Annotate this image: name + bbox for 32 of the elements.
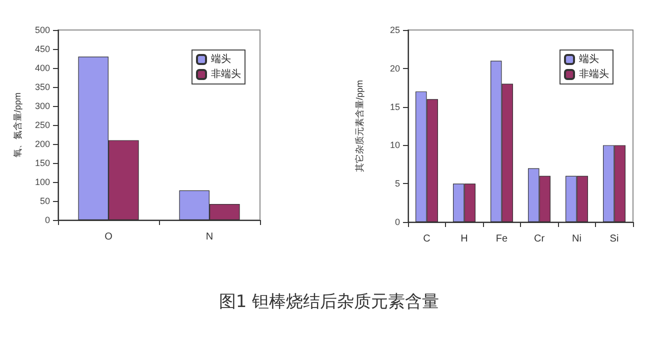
y-tick-label: 100 bbox=[34, 177, 50, 187]
x-tick-label: Si bbox=[610, 234, 619, 244]
x-tick-label: N bbox=[206, 232, 214, 242]
y-axis-title: 氧、氮含量/ppm bbox=[12, 92, 22, 158]
legend-label: 端头 bbox=[211, 53, 231, 65]
y-tick-label: 150 bbox=[34, 158, 50, 168]
y-tick-label: 500 bbox=[34, 25, 50, 35]
x-tick-label: C bbox=[423, 234, 430, 244]
x-tick-label: Fe bbox=[496, 234, 508, 244]
y-tick-label: 250 bbox=[34, 120, 50, 130]
y-tick-label: 0 bbox=[394, 217, 400, 227]
y-tick-label: 20 bbox=[390, 63, 400, 74]
y-tick-label: 10 bbox=[390, 140, 400, 150]
legend-label: 非端头 bbox=[579, 68, 609, 80]
y-tick-label: 200 bbox=[34, 139, 50, 149]
y-tick-label: 400 bbox=[34, 63, 50, 73]
legend-label: 端头 bbox=[579, 53, 599, 65]
y-tick-label: 450 bbox=[34, 44, 50, 54]
y-tick-label: 0 bbox=[44, 215, 50, 225]
y-tick-label: 15 bbox=[390, 102, 400, 112]
y-tick-label: 350 bbox=[34, 82, 50, 92]
x-tick-label: H bbox=[460, 234, 468, 244]
caption: 图1 钽棒烧结后杂质元素含量 bbox=[218, 291, 440, 313]
x-tick-label: Cr bbox=[534, 234, 546, 244]
y-tick-label: 300 bbox=[34, 101, 50, 111]
y-tick-label: 5 bbox=[394, 178, 400, 189]
y-tick-label: 50 bbox=[40, 196, 50, 206]
x-tick-label: O bbox=[104, 232, 113, 242]
legend-label: 非端头 bbox=[211, 68, 241, 80]
y-tick-label: 25 bbox=[390, 25, 400, 35]
x-tick-label: Ni bbox=[572, 234, 582, 244]
y-axis-title: 其它杂质元素含量/ppm bbox=[354, 80, 364, 172]
